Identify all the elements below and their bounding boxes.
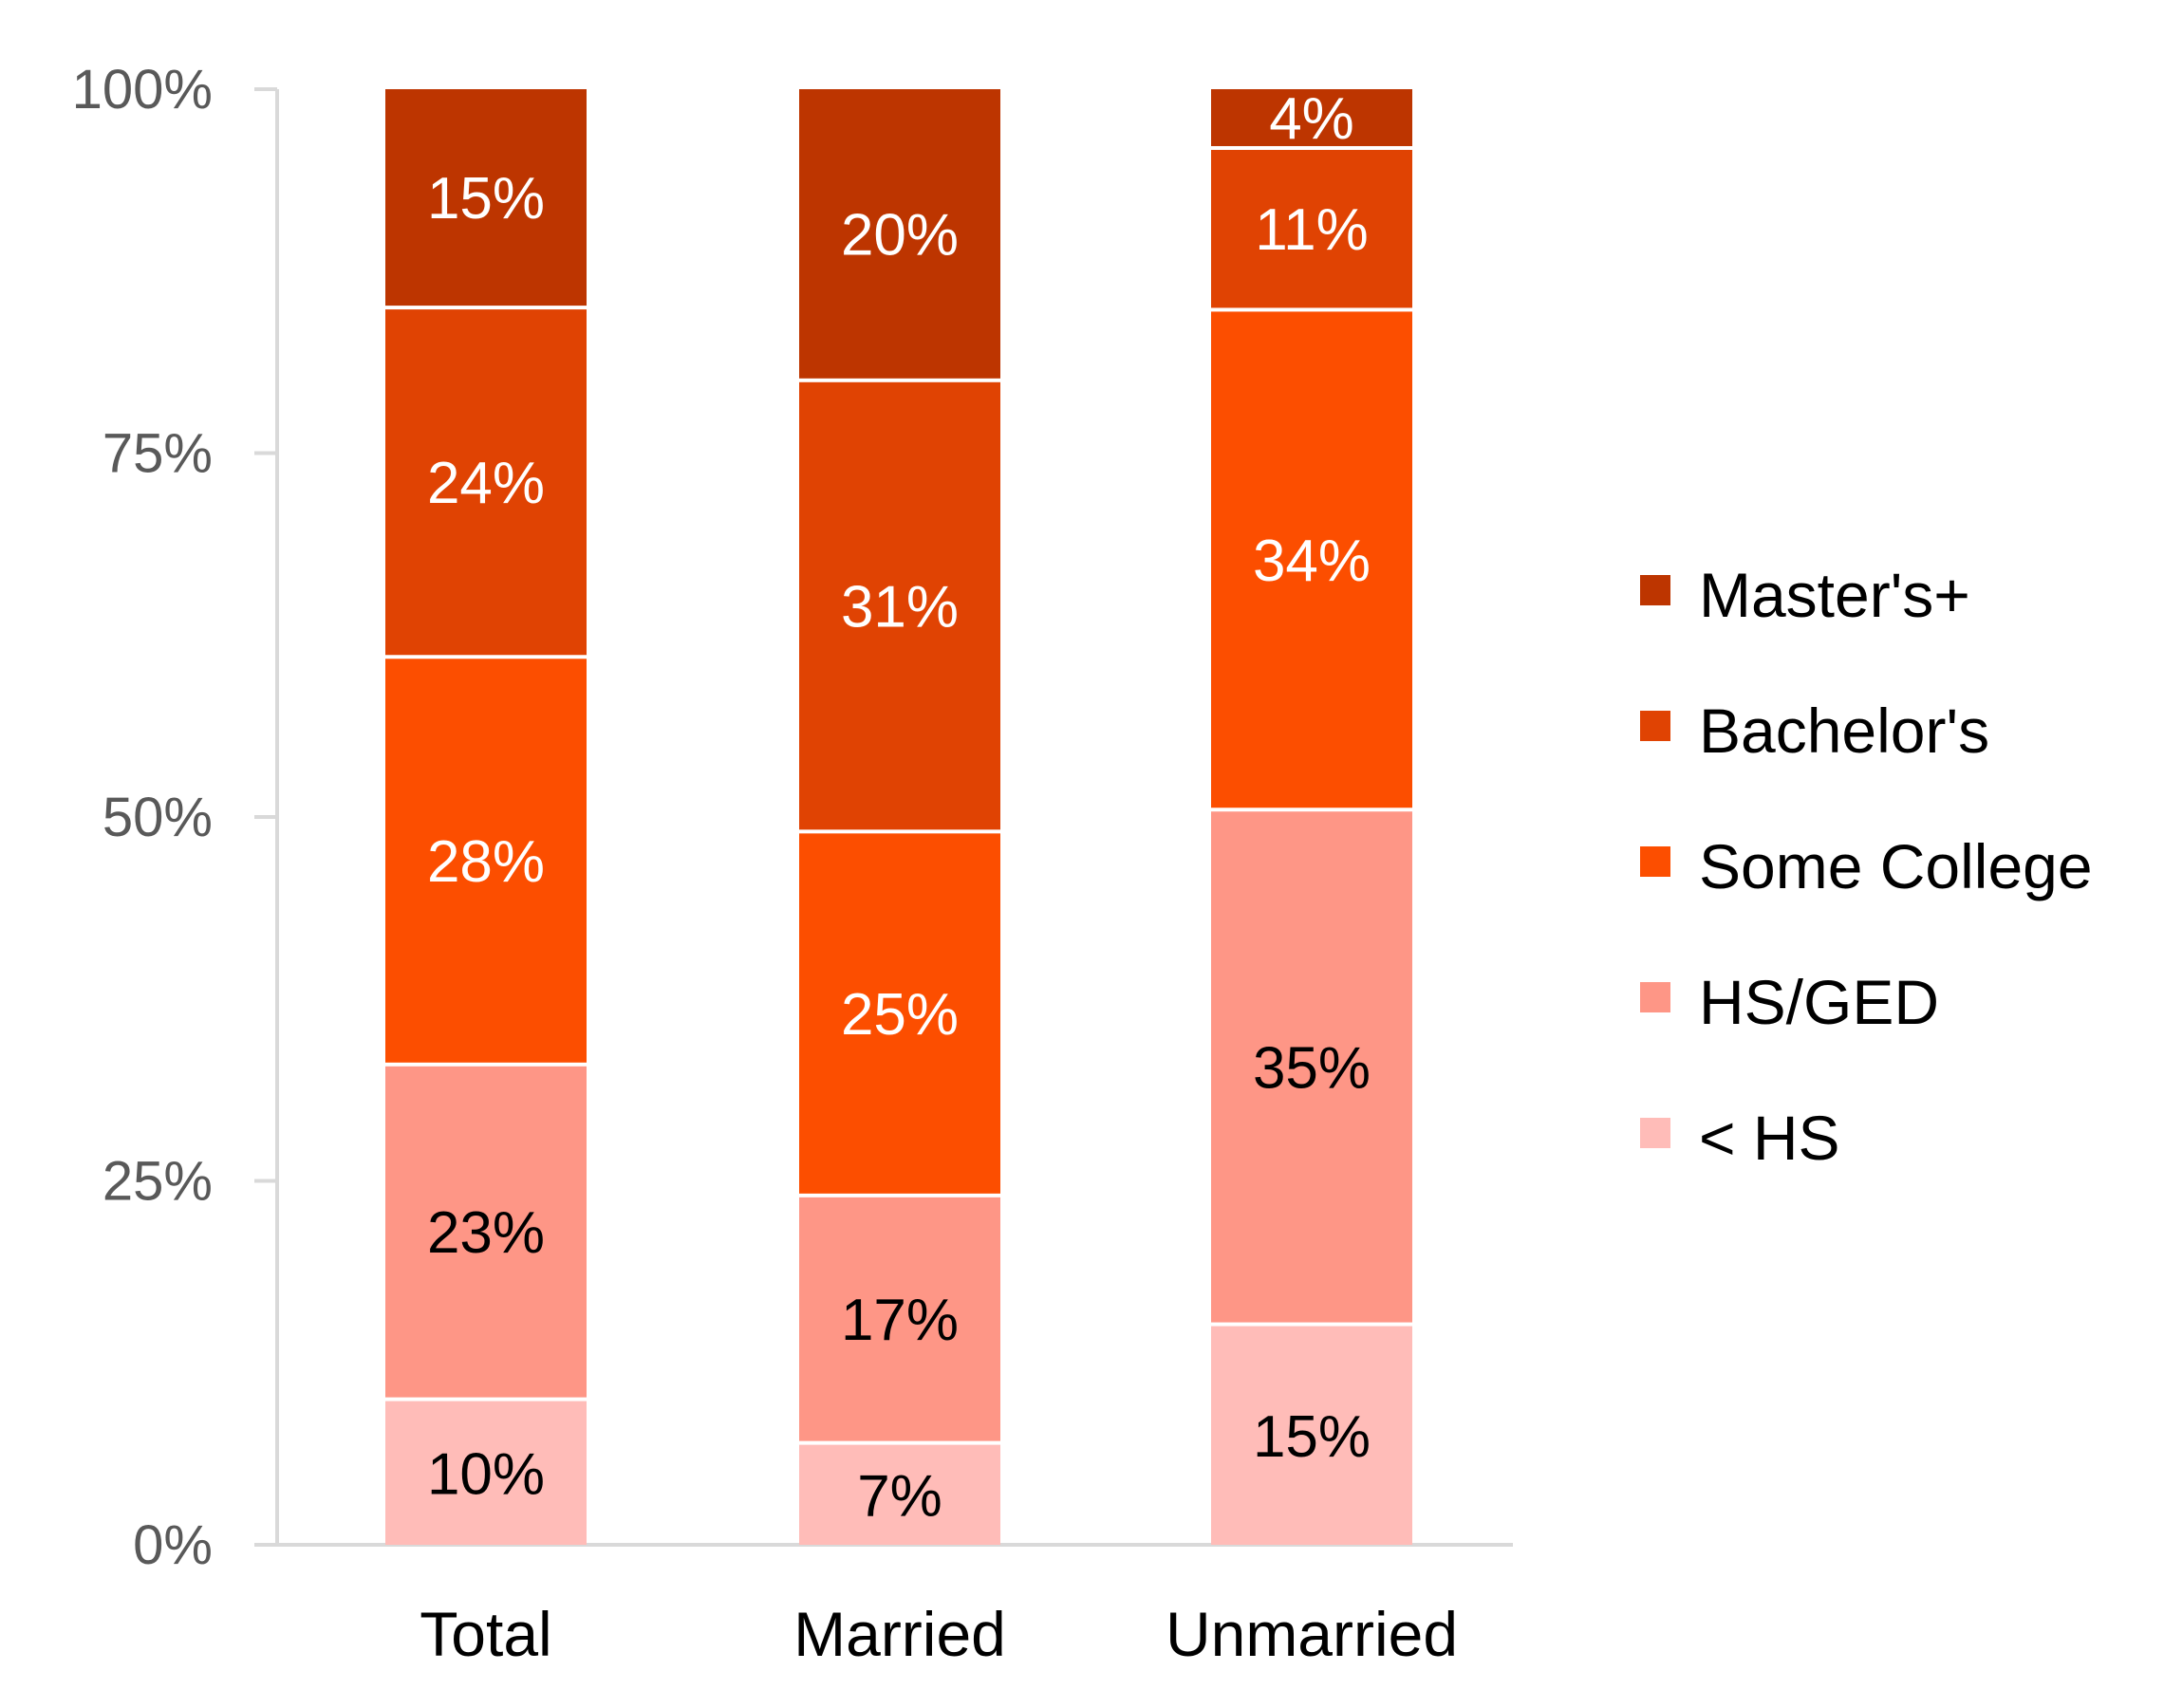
bar-segment	[799, 1197, 1000, 1441]
bar-data-label: 15%	[1253, 1404, 1371, 1470]
y-tick-label: 100%	[72, 59, 213, 121]
bar-segment	[799, 833, 1000, 1194]
bar-segment	[385, 659, 587, 1063]
category-label: Married	[793, 1599, 1006, 1669]
legend-label: Bachelor's	[1699, 696, 1989, 766]
bar-data-label: 31%	[841, 575, 959, 640]
bar-segment	[1211, 811, 1412, 1323]
y-tick-label: 50%	[103, 787, 213, 848]
bar-segment	[1211, 1326, 1412, 1545]
y-tick-label: 75%	[103, 423, 213, 485]
bar-segment	[385, 1401, 587, 1545]
bar-segment	[385, 309, 587, 656]
bar-data-label: 20%	[841, 202, 959, 268]
legend-item: HS/GED	[1640, 967, 1939, 1037]
y-tick-label: 25%	[103, 1151, 213, 1213]
bar-segment	[1211, 149, 1412, 308]
legend: Master's+ Bachelor's Some College HS/GED < H…	[1640, 560, 2093, 1173]
bar-data-label: 25%	[841, 982, 959, 1048]
data-labels: 10% 23% 28% 24% 15% 7% 17% 25% 31% 20% 15% 35% 34% 11…	[427, 86, 1371, 1529]
category-label: Unmarried	[1166, 1599, 1458, 1669]
legend-item: Bachelor's	[1640, 696, 1989, 766]
bar-data-label: 15%	[427, 166, 545, 232]
bar-data-label: 4%	[1269, 86, 1354, 152]
legend-item: Some College	[1640, 831, 2093, 901]
y-tick-label: 0%	[133, 1514, 213, 1576]
bar-segment	[799, 381, 1000, 830]
axes: 0% 25% 50% 75% 100% Total Married Unmarried	[72, 59, 1513, 1669]
legend-item: Master's+	[1640, 560, 1970, 630]
legend-swatch	[1640, 711, 1670, 741]
bar-data-label: 35%	[1253, 1035, 1371, 1101]
legend-swatch	[1640, 982, 1670, 1012]
legend-swatch	[1640, 1118, 1670, 1148]
legend-label: Some College	[1699, 831, 2093, 901]
legend-label: < HS	[1699, 1103, 1840, 1173]
bar-data-label: 28%	[427, 829, 545, 895]
bar-segment	[799, 1444, 1000, 1545]
legend-swatch	[1640, 846, 1670, 877]
bar-data-label: 7%	[857, 1463, 942, 1529]
bar-segment	[1211, 89, 1412, 146]
bar-data-label: 23%	[427, 1200, 545, 1266]
bar-segment	[385, 1066, 587, 1398]
bar-segment	[1211, 311, 1412, 808]
legend-item: < HS	[1640, 1103, 1840, 1173]
bar-segment	[799, 89, 1000, 379]
legend-swatch	[1640, 575, 1670, 605]
bar-data-label: 34%	[1253, 529, 1371, 594]
legend-label: Master's+	[1699, 560, 1970, 630]
bars	[385, 89, 1412, 1545]
category-label: Total	[420, 1599, 551, 1669]
bar-data-label: 24%	[427, 451, 545, 516]
bar-data-label: 17%	[841, 1288, 959, 1353]
bar-data-label: 10%	[427, 1441, 545, 1507]
bar-segment	[385, 89, 587, 306]
bar-data-label: 11%	[1255, 197, 1369, 263]
legend-label: HS/GED	[1699, 967, 1939, 1037]
